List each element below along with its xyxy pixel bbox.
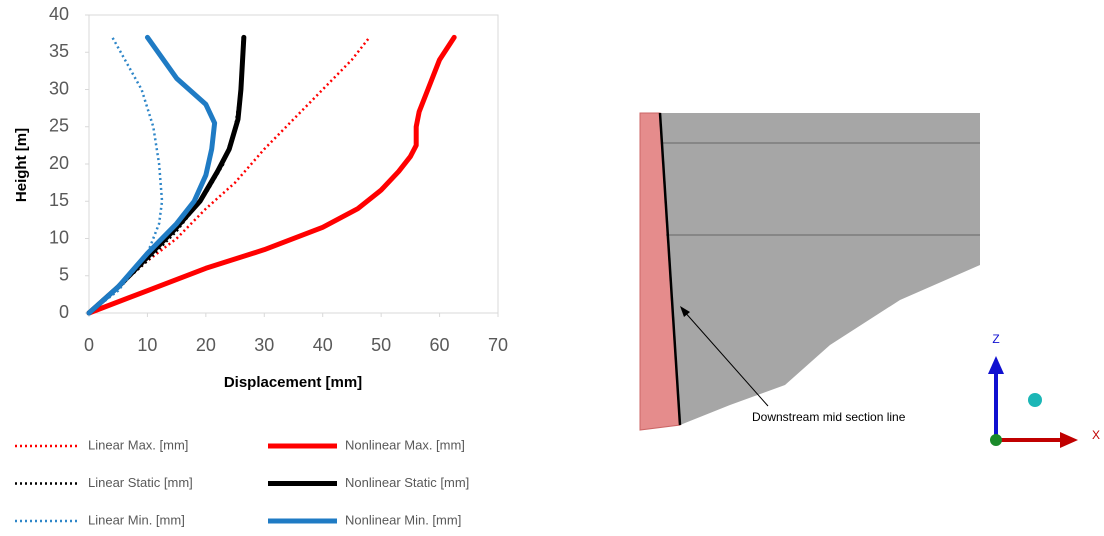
- series-line: [89, 37, 454, 313]
- y-tick-label: 40: [49, 4, 69, 24]
- x-tick-label: 20: [196, 335, 216, 355]
- y-axis-title: Height [m]: [13, 128, 30, 202]
- y-tick-label: 25: [49, 116, 69, 136]
- x-tick-label: 60: [430, 335, 450, 355]
- origin: [990, 434, 1002, 446]
- y-tick-label: 5: [59, 265, 69, 285]
- marker-ball: [1028, 393, 1042, 407]
- page: Downstream mid section line Z X Displace…: [0, 0, 1104, 536]
- legend-label: Linear Min. [mm]: [88, 512, 185, 527]
- y-tick-label: 0: [59, 302, 69, 322]
- y-tick-label: 20: [49, 153, 69, 173]
- legend-label: Linear Max. [mm]: [88, 437, 188, 452]
- x-label: X: [1092, 428, 1100, 442]
- y-tick-label: 30: [49, 78, 69, 98]
- legend-label: Nonlinear Max. [mm]: [345, 437, 465, 452]
- x-tick-label: 30: [254, 335, 274, 355]
- diagram: Downstream mid section line Z X: [640, 113, 1100, 448]
- x-tick-label: 10: [137, 335, 157, 355]
- legend-label: Linear Static [mm]: [88, 475, 193, 490]
- x-arrow: [1060, 432, 1078, 448]
- y-tick-label: 35: [49, 41, 69, 61]
- series-line: [89, 37, 243, 313]
- legend-label: Nonlinear Min. [mm]: [345, 512, 461, 527]
- x-tick-label: 70: [488, 335, 508, 355]
- y-tick-label: 15: [49, 190, 69, 210]
- section-body: [660, 113, 980, 425]
- annotation: Downstream mid section line: [752, 410, 906, 424]
- x-tick-label: 40: [313, 335, 333, 355]
- y-tick-label: 10: [49, 227, 69, 247]
- series-line: [89, 37, 244, 313]
- x-axis-title: Displacement [mm]: [224, 374, 362, 391]
- x-tick-label: 50: [371, 335, 391, 355]
- z-label: Z: [992, 332, 999, 346]
- series-line: [89, 37, 162, 313]
- z-arrow: [988, 356, 1004, 374]
- plot-frame: [89, 15, 498, 313]
- legend-label: Nonlinear Static [mm]: [345, 475, 469, 490]
- x-tick-label: 0: [84, 335, 94, 355]
